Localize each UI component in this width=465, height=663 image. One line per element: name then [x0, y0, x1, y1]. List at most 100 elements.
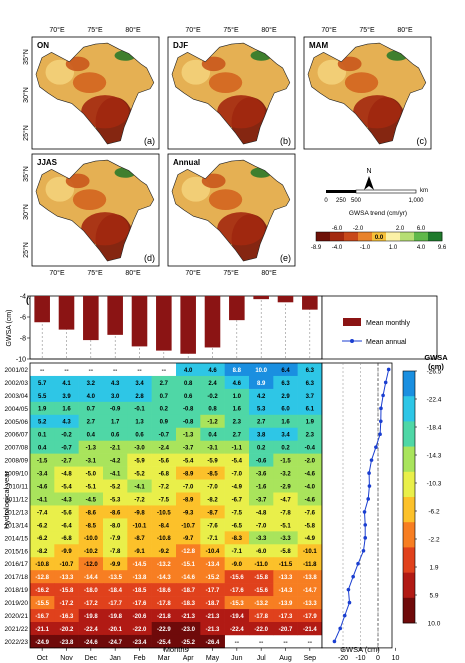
heatmap-cell: [103, 570, 128, 584]
colorbar-tick-label: -22.4: [427, 397, 442, 404]
heatmap-cell: [176, 518, 201, 532]
legend-top-tick: -6.0: [332, 226, 343, 232]
heatmap-cell: [176, 596, 201, 610]
heatmap-cell: [224, 427, 250, 441]
heatmap-value: -8.2: [207, 497, 218, 503]
colorbar-title-line: (cm): [428, 362, 444, 371]
heatmap-cell: [273, 570, 298, 584]
heatmap-cell: [103, 427, 128, 441]
lon-tick-label: 70°E: [49, 26, 65, 34]
heatmap-cell: [200, 518, 225, 532]
heatmap-value: -13.3: [303, 601, 317, 607]
heatmap-cell: [127, 557, 152, 571]
heatmap-cell: [54, 414, 79, 429]
heatmap-value: 2.7: [87, 420, 96, 426]
heatmap-value: -3.7: [256, 497, 267, 503]
heatmap-value: -22.4: [230, 627, 244, 633]
heatmap-value: -6.8: [61, 536, 72, 542]
heatmap-cell: [78, 505, 104, 519]
heatmap-value: 0.4: [87, 433, 96, 439]
mean-monthly-bar: [83, 296, 99, 341]
heatmap-cell: [224, 557, 250, 571]
year-label: 2001/02: [5, 367, 29, 374]
year-label: 2002/03: [5, 380, 29, 387]
map-panel-djf: DJF (b): [167, 36, 296, 150]
heatmap-value: -0.9: [110, 407, 121, 413]
map-boundary: [307, 42, 427, 145]
map-panel-tag: (b): [280, 136, 291, 146]
heatmap-cell: [54, 427, 79, 441]
heatmap-value: -5.4: [183, 459, 194, 465]
heatmap-cell: [297, 453, 323, 467]
mean-monthly-bar: [34, 296, 50, 323]
heatmap-cell: [224, 531, 250, 545]
heatmap-value: -13.8: [303, 575, 317, 581]
heatmap-value: -22.4: [84, 627, 98, 633]
heatmap-value: -4.1: [37, 497, 48, 503]
lon-tick-label: 70°E: [185, 269, 201, 277]
heatmap-cell: [176, 557, 201, 571]
heatmap-cell: [30, 531, 55, 545]
heatmap-value: -17.3: [279, 614, 293, 620]
heatmap-cell: [224, 466, 250, 480]
heatmap-cell: [30, 375, 55, 390]
map-panel-tag: (e): [280, 253, 291, 263]
legend-mean-annual: Mean annual: [366, 339, 407, 346]
heatmap-value: -1.2: [207, 420, 218, 426]
year-label: 2019/20: [5, 600, 29, 607]
heatmap-value: -13.5: [108, 575, 122, 581]
heatmap-value: -4.8: [61, 471, 72, 477]
heatmap-value: -10.1: [133, 523, 147, 529]
heatmap-value: -10.1: [303, 549, 317, 555]
map-panel-tag: (c): [417, 136, 428, 146]
heatmap-cell: [249, 479, 274, 493]
heatmap-cell: [176, 570, 201, 584]
heatmap-value: -19.8: [108, 614, 122, 620]
heatmap-cell: [103, 440, 128, 454]
heatmap-cell: [297, 388, 323, 403]
heatmap-value: 2.9: [281, 394, 290, 400]
legend-bar-swatch: [343, 318, 361, 326]
heatmap-value: -13.2: [254, 601, 268, 607]
heatmap-cell: [224, 414, 250, 429]
colorbar-tick-label: -6.2: [428, 509, 440, 516]
lat-tick-label: 25°N: [22, 125, 30, 141]
month-label: Dec: [85, 655, 98, 662]
heatmap-cell: [224, 401, 250, 416]
colorbar-tick-label: -18.4: [427, 425, 442, 432]
heatmap-value: -14.5: [133, 562, 147, 568]
heatmap-value: -5.9: [134, 459, 145, 465]
heatmap-cell: [78, 518, 104, 532]
heatmap-cell: [249, 492, 274, 506]
heatmap-cell: [297, 609, 323, 623]
colorbar-swatch: [403, 547, 415, 573]
map-trend-zone: [201, 173, 226, 189]
heatmap-value: -8.3: [232, 536, 243, 542]
colorbar-swatch: [403, 446, 415, 473]
mean-annual-point: [386, 367, 391, 372]
lon-tick-label: 70°E: [49, 269, 65, 277]
legend-swatch: [414, 232, 429, 241]
map-panel-label: Annual: [173, 158, 200, 167]
heatmap-cell: [151, 375, 177, 390]
heatmap-cell: [78, 634, 104, 649]
heatmap-value: -0.8: [183, 420, 194, 426]
heatmap-value: 1.7: [111, 420, 120, 426]
heatmap-cell: [273, 414, 298, 429]
heatmap-value: -6.0: [256, 549, 267, 555]
heatmap-value: 0.6: [111, 433, 120, 439]
heatmap-cell: [103, 375, 128, 390]
heatmap-cell: [30, 583, 55, 597]
heatmap-cell: [273, 492, 298, 506]
mean-annual-point: [374, 445, 378, 449]
heatmap-cell: [200, 440, 225, 454]
heatmap-value: -3.7: [183, 446, 194, 452]
heatmap-cell: [151, 596, 177, 610]
heatmap-value: -5.2: [134, 471, 145, 477]
lon-tick-label: 75°E: [223, 269, 239, 277]
heatmap-cell: [249, 544, 274, 558]
colorbar-swatch: [403, 597, 415, 624]
month-label: Jan: [110, 655, 121, 662]
heatmap-value: -4.1: [134, 484, 145, 490]
heatmap-value: -18.7: [206, 601, 220, 607]
